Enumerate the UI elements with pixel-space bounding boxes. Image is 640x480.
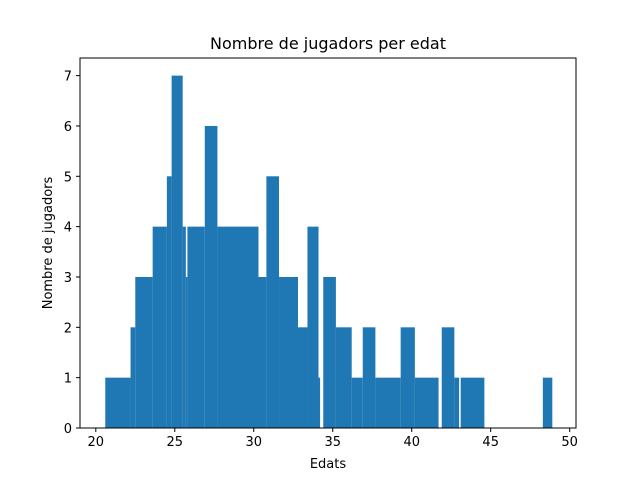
histogram-bar-16 <box>318 377 321 428</box>
histogram-bar-6 <box>182 226 186 428</box>
x-tick-label: 20 <box>88 435 105 450</box>
histogram-bar-27 <box>542 377 553 428</box>
histogram-bar-7 <box>185 276 188 428</box>
x-axis: 20 25 30 35 40 45 50 <box>88 428 578 450</box>
bars-group <box>105 75 553 429</box>
plot-frame <box>79 57 577 429</box>
x-tick-label: 25 <box>167 435 184 450</box>
histogram-bar-26 <box>460 377 485 428</box>
histogram-bar-14 <box>297 327 308 428</box>
histogram-bar-10 <box>217 226 259 428</box>
x-tick-label: 35 <box>324 435 341 450</box>
histogram-bar-21 <box>375 377 401 428</box>
histogram-bar-13 <box>279 276 298 428</box>
x-tick-label: 40 <box>403 435 420 450</box>
histogram-bar-15 <box>307 226 319 428</box>
y-tick-label: 2 <box>64 321 72 336</box>
y-tick-label: 3 <box>64 271 72 286</box>
y-tick-label: 5 <box>64 170 72 185</box>
histogram-bar-17 <box>323 276 336 428</box>
histogram-bar-3 <box>152 226 167 428</box>
x-tick-label: 45 <box>482 435 499 450</box>
y-axis: 0 1 2 3 4 5 6 7 <box>64 70 80 437</box>
histogram-bar-20 <box>362 327 376 428</box>
histogram-bar-1 <box>130 327 136 428</box>
x-tick-label: 30 <box>245 435 262 450</box>
histogram-bar-22 <box>400 327 415 428</box>
histogram-bar-12 <box>266 176 280 428</box>
y-tick-label: 1 <box>64 372 72 387</box>
histogram-bar-4 <box>166 176 172 428</box>
histogram-bar-0 <box>105 377 131 428</box>
histogram-bar-9 <box>204 125 218 429</box>
histogram-bar-19 <box>351 377 363 428</box>
histogram-bar-18 <box>335 327 352 428</box>
y-tick-label: 4 <box>64 221 72 236</box>
chart-title: Nombre de jugadors per edat <box>210 34 446 53</box>
histogram-bar-11 <box>258 276 267 428</box>
y-tick-label: 6 <box>64 120 72 135</box>
x-axis-label: Edats <box>310 457 347 472</box>
y-tick-label: 7 <box>64 70 72 85</box>
y-axis-label: Nombre de jugadors <box>41 176 56 309</box>
histogram-bar-24 <box>441 327 455 428</box>
histogram-bar-23 <box>414 377 439 428</box>
histogram-bar-25 <box>454 377 460 428</box>
y-tick-label: 0 <box>64 422 72 437</box>
histogram-bar-5 <box>171 75 183 429</box>
x-tick-label: 50 <box>561 435 578 450</box>
histogram-bar-2 <box>135 276 153 428</box>
histogram-bar-8 <box>187 226 205 428</box>
